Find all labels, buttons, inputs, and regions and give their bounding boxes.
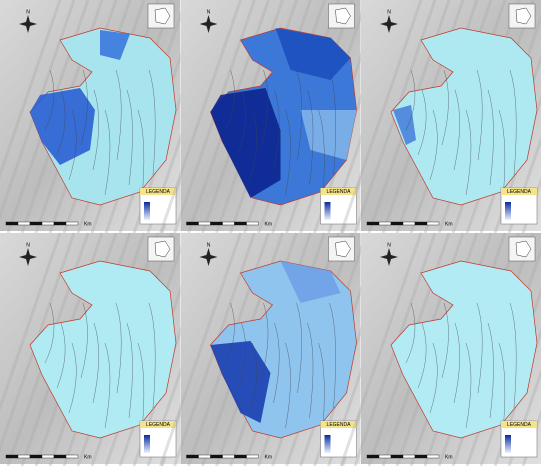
scale-segment — [391, 222, 403, 225]
north-label: N — [26, 242, 30, 248]
scale-unit: Km — [265, 221, 273, 227]
north-label: N — [207, 9, 211, 15]
scale-segment — [42, 222, 54, 225]
scale-segment — [199, 222, 211, 225]
scale-segment — [403, 455, 415, 458]
map-panel: N LEGENDA Km — [341, 233, 541, 466]
legend-title: LEGENDA — [327, 189, 352, 195]
north-label: N — [207, 242, 211, 248]
legend-title: LEGENDA — [327, 422, 352, 428]
scale-segment — [30, 222, 42, 225]
page: N LEGENDA Km N LEGENDA Km N LEGENDA Km N LEGENDA Km… — [0, 0, 541, 466]
scale-unit: Km — [445, 454, 453, 460]
scale-segment — [223, 455, 235, 458]
north-label: N — [387, 242, 391, 248]
north-label: N — [26, 9, 30, 15]
scale-segment — [187, 222, 199, 225]
legend-ramp — [505, 435, 511, 453]
scale-segment — [247, 222, 259, 225]
scale-segment — [247, 455, 259, 458]
map-grid: N LEGENDA Km N LEGENDA Km N LEGENDA Km N LEGENDA Km… — [0, 0, 541, 466]
scale-segment — [211, 222, 223, 225]
legend-title: LEGENDA — [146, 189, 171, 195]
scale-unit: Km — [84, 454, 92, 460]
scale-segment — [427, 455, 439, 458]
scale-segment — [403, 222, 415, 225]
scale-segment — [415, 222, 427, 225]
scale-segment — [391, 455, 403, 458]
legend-ramp — [144, 202, 150, 220]
scale-segment — [235, 455, 247, 458]
scale-segment — [211, 455, 223, 458]
legend-title: LEGENDA — [507, 189, 532, 195]
scale-segment — [6, 222, 18, 225]
scale-segment — [42, 455, 54, 458]
scale-segment — [30, 455, 42, 458]
scale-segment — [427, 222, 439, 225]
scale-segment — [379, 222, 391, 225]
legend-ramp — [325, 435, 331, 453]
scale-segment — [235, 222, 247, 225]
scale-segment — [223, 222, 235, 225]
scale-segment — [54, 455, 66, 458]
scale-segment — [18, 455, 30, 458]
legend-title: LEGENDA — [146, 422, 171, 428]
scale-segment — [367, 455, 379, 458]
scale-segment — [187, 455, 199, 458]
legend-ramp — [325, 202, 331, 220]
scale-segment — [367, 222, 379, 225]
legend-ramp — [144, 435, 150, 453]
scale-unit: Km — [84, 221, 92, 227]
scale-segment — [379, 455, 391, 458]
scale-segment — [199, 455, 211, 458]
scale-unit: Km — [445, 221, 453, 227]
scale-segment — [6, 455, 18, 458]
scale-segment — [66, 222, 78, 225]
scale-segment — [54, 222, 66, 225]
legend-title: LEGENDA — [507, 422, 532, 428]
scale-segment — [66, 455, 78, 458]
scale-segment — [18, 222, 30, 225]
scale-segment — [415, 455, 427, 458]
map-panel: N LEGENDA Km — [341, 0, 541, 233]
north-label: N — [387, 9, 391, 15]
scale-unit: Km — [265, 454, 273, 460]
legend-ramp — [505, 202, 511, 220]
